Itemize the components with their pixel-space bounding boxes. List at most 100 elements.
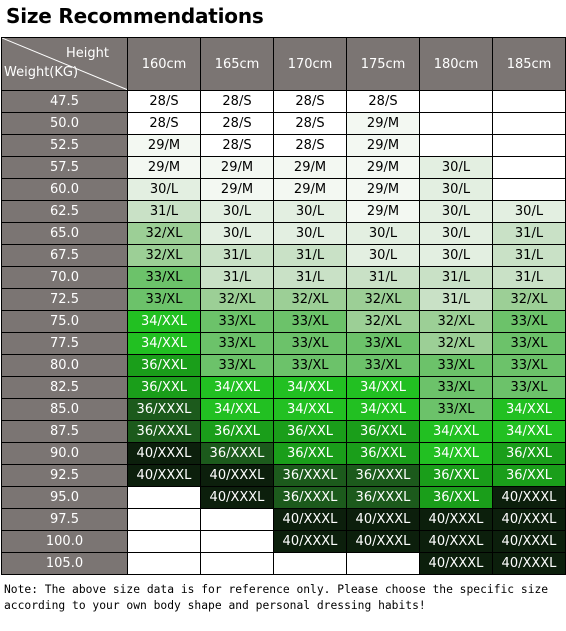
size-cell: 32/XL bbox=[273, 288, 347, 311]
size-cell: 34/XXL bbox=[419, 442, 493, 465]
size-cell: 34/XXL bbox=[492, 420, 566, 443]
size-cell: 40/XXXL bbox=[200, 464, 274, 487]
size-cell: 31/L bbox=[200, 244, 274, 267]
size-cell: 40/XXXL bbox=[127, 442, 201, 465]
empty-cell bbox=[492, 134, 566, 157]
weight-cell: 80.0 bbox=[1, 354, 128, 377]
size-cell: 29/M bbox=[346, 134, 420, 157]
size-cell: 29/M bbox=[346, 112, 420, 135]
size-cell: 33/XL bbox=[419, 354, 493, 377]
size-cell: 33/XL bbox=[200, 310, 274, 333]
size-cell: 32/XL bbox=[346, 310, 420, 333]
weight-cell: 90.0 bbox=[1, 442, 128, 465]
weight-cell: 67.5 bbox=[1, 244, 128, 267]
weight-cell: 97.5 bbox=[1, 508, 128, 531]
size-cell: 40/XXXL bbox=[492, 552, 566, 575]
size-cell: 34/XXL bbox=[273, 376, 347, 399]
table-row: 90.0 40/XXXL 36/XXXL 36/XXL 36/XXL 34/XXL 36/X… bbox=[1, 442, 566, 465]
table-row: 57.5 29/M 29/M 29/M 29/M 30/L bbox=[1, 156, 566, 179]
size-cell: 32/XL bbox=[492, 288, 566, 311]
size-cell: 28/S bbox=[200, 134, 274, 157]
size-cell: 36/XXXL bbox=[273, 464, 347, 487]
size-cell: 40/XXXL bbox=[419, 508, 493, 531]
size-cell: 30/L bbox=[127, 178, 201, 201]
size-cell: 29/M bbox=[200, 156, 274, 179]
size-cell: 36/XXL bbox=[492, 464, 566, 487]
table-row: 95.0 40/XXXL 36/XXXL 36/XXXL 36/XXL 40/XXXL bbox=[1, 486, 566, 509]
size-cell: 33/XL bbox=[492, 376, 566, 399]
size-cell: 31/L bbox=[419, 266, 493, 289]
corner-header: Height Weight(KG) bbox=[1, 37, 128, 91]
empty-cell bbox=[419, 90, 493, 113]
size-cell: 31/L bbox=[419, 288, 493, 311]
size-cell: 31/L bbox=[492, 222, 566, 245]
size-cell: 33/XL bbox=[419, 376, 493, 399]
footnote: Note: The above size data is for referen… bbox=[4, 583, 549, 612]
size-cell: 33/XL bbox=[419, 398, 493, 421]
size-cell: 36/XXL bbox=[127, 354, 201, 377]
size-cell: 29/M bbox=[127, 134, 201, 157]
table-row: 72.5 33/XL 32/XL 32/XL 32/XL 31/L 32/XL bbox=[1, 288, 566, 311]
size-cell: 31/L bbox=[492, 266, 566, 289]
empty-cell bbox=[492, 156, 566, 179]
height-header: 165cm bbox=[200, 37, 274, 91]
weight-cell: 72.5 bbox=[1, 288, 128, 311]
size-cell: 40/XXXL bbox=[127, 464, 201, 487]
size-cell: 33/XL bbox=[492, 332, 566, 355]
size-cell: 28/S bbox=[200, 90, 274, 113]
size-cell: 33/XL bbox=[346, 332, 420, 355]
size-cell: 30/L bbox=[273, 200, 347, 223]
size-cell: 31/L bbox=[346, 266, 420, 289]
table-row: 62.5 31/L 30/L 30/L 29/M 30/L 30/L bbox=[1, 200, 566, 223]
size-cell: 28/S bbox=[273, 112, 347, 135]
table-row: 65.0 32/XL 30/L 30/L 30/L 30/L 31/L bbox=[1, 222, 566, 245]
size-cell: 30/L bbox=[419, 244, 493, 267]
weight-cell: 85.0 bbox=[1, 398, 128, 421]
table-row: 97.5 40/XXXL 40/XXXL 40/XXXL 40/XXXL bbox=[1, 508, 566, 531]
size-cell: 40/XXXL bbox=[346, 508, 420, 531]
height-header: 175cm bbox=[346, 37, 420, 91]
size-cell: 36/XXL bbox=[346, 420, 420, 443]
size-cell: 40/XXXL bbox=[419, 552, 493, 575]
size-cell: 30/L bbox=[200, 200, 274, 223]
weight-cell: 100.0 bbox=[1, 530, 128, 553]
size-cell: 29/M bbox=[273, 156, 347, 179]
size-cell: 34/XXL bbox=[127, 332, 201, 355]
size-cell: 32/XL bbox=[419, 310, 493, 333]
table-row: 105.0 40/XXXL 40/XXXL bbox=[1, 552, 566, 575]
size-cell: 40/XXXL bbox=[273, 508, 347, 531]
size-cell: 34/XXL bbox=[200, 376, 274, 399]
table-row: 85.0 36/XXXL 34/XXL 34/XXL 34/XXL 33/XL 34/XXL bbox=[1, 398, 566, 421]
table-row: 100.0 40/XXXL 40/XXXL 40/XXXL 40/XXXL bbox=[1, 530, 566, 553]
size-cell: 33/XL bbox=[492, 354, 566, 377]
empty-cell bbox=[419, 134, 493, 157]
size-cell: 33/XL bbox=[200, 332, 274, 355]
size-cell: 28/S bbox=[273, 90, 347, 113]
size-cell: 36/XXL bbox=[492, 442, 566, 465]
size-table-body: 47.5 28/S 28/S 28/S 28/S 50.0 28/S 28/S 28/S 29/M… bbox=[1, 90, 566, 575]
table-row: 52.5 29/M 28/S 28/S 29/M bbox=[1, 134, 566, 157]
size-cell: 32/XL bbox=[200, 288, 274, 311]
weight-cell: 87.5 bbox=[1, 420, 128, 443]
page-title: Size Recommendations bbox=[6, 4, 264, 28]
size-cell: 30/L bbox=[346, 244, 420, 267]
size-cell: 29/M bbox=[346, 178, 420, 201]
size-cell: 36/XXXL bbox=[127, 398, 201, 421]
size-cell: 30/L bbox=[419, 178, 493, 201]
table-row: 80.0 36/XXL 33/XL 33/XL 33/XL 33/XL 33/XL bbox=[1, 354, 566, 377]
height-axis-label: Height bbox=[66, 46, 109, 61]
size-cell: 33/XL bbox=[346, 354, 420, 377]
empty-cell bbox=[346, 552, 420, 575]
size-table: Height Weight(KG) 160cm 165cm 170cm 175c… bbox=[1, 37, 566, 575]
header-row: Height Weight(KG) 160cm 165cm 170cm 175c… bbox=[1, 37, 566, 91]
size-cell: 36/XXL bbox=[273, 420, 347, 443]
size-cell: 36/XXL bbox=[346, 442, 420, 465]
size-cell: 30/L bbox=[419, 222, 493, 245]
size-cell: 30/L bbox=[200, 222, 274, 245]
weight-cell: 82.5 bbox=[1, 376, 128, 399]
weight-cell: 50.0 bbox=[1, 112, 128, 135]
height-header: 180cm bbox=[419, 37, 493, 91]
size-cell: 33/XL bbox=[273, 332, 347, 355]
table-row: 50.0 28/S 28/S 28/S 29/M bbox=[1, 112, 566, 135]
weight-axis-label: Weight(KG) bbox=[4, 65, 79, 80]
